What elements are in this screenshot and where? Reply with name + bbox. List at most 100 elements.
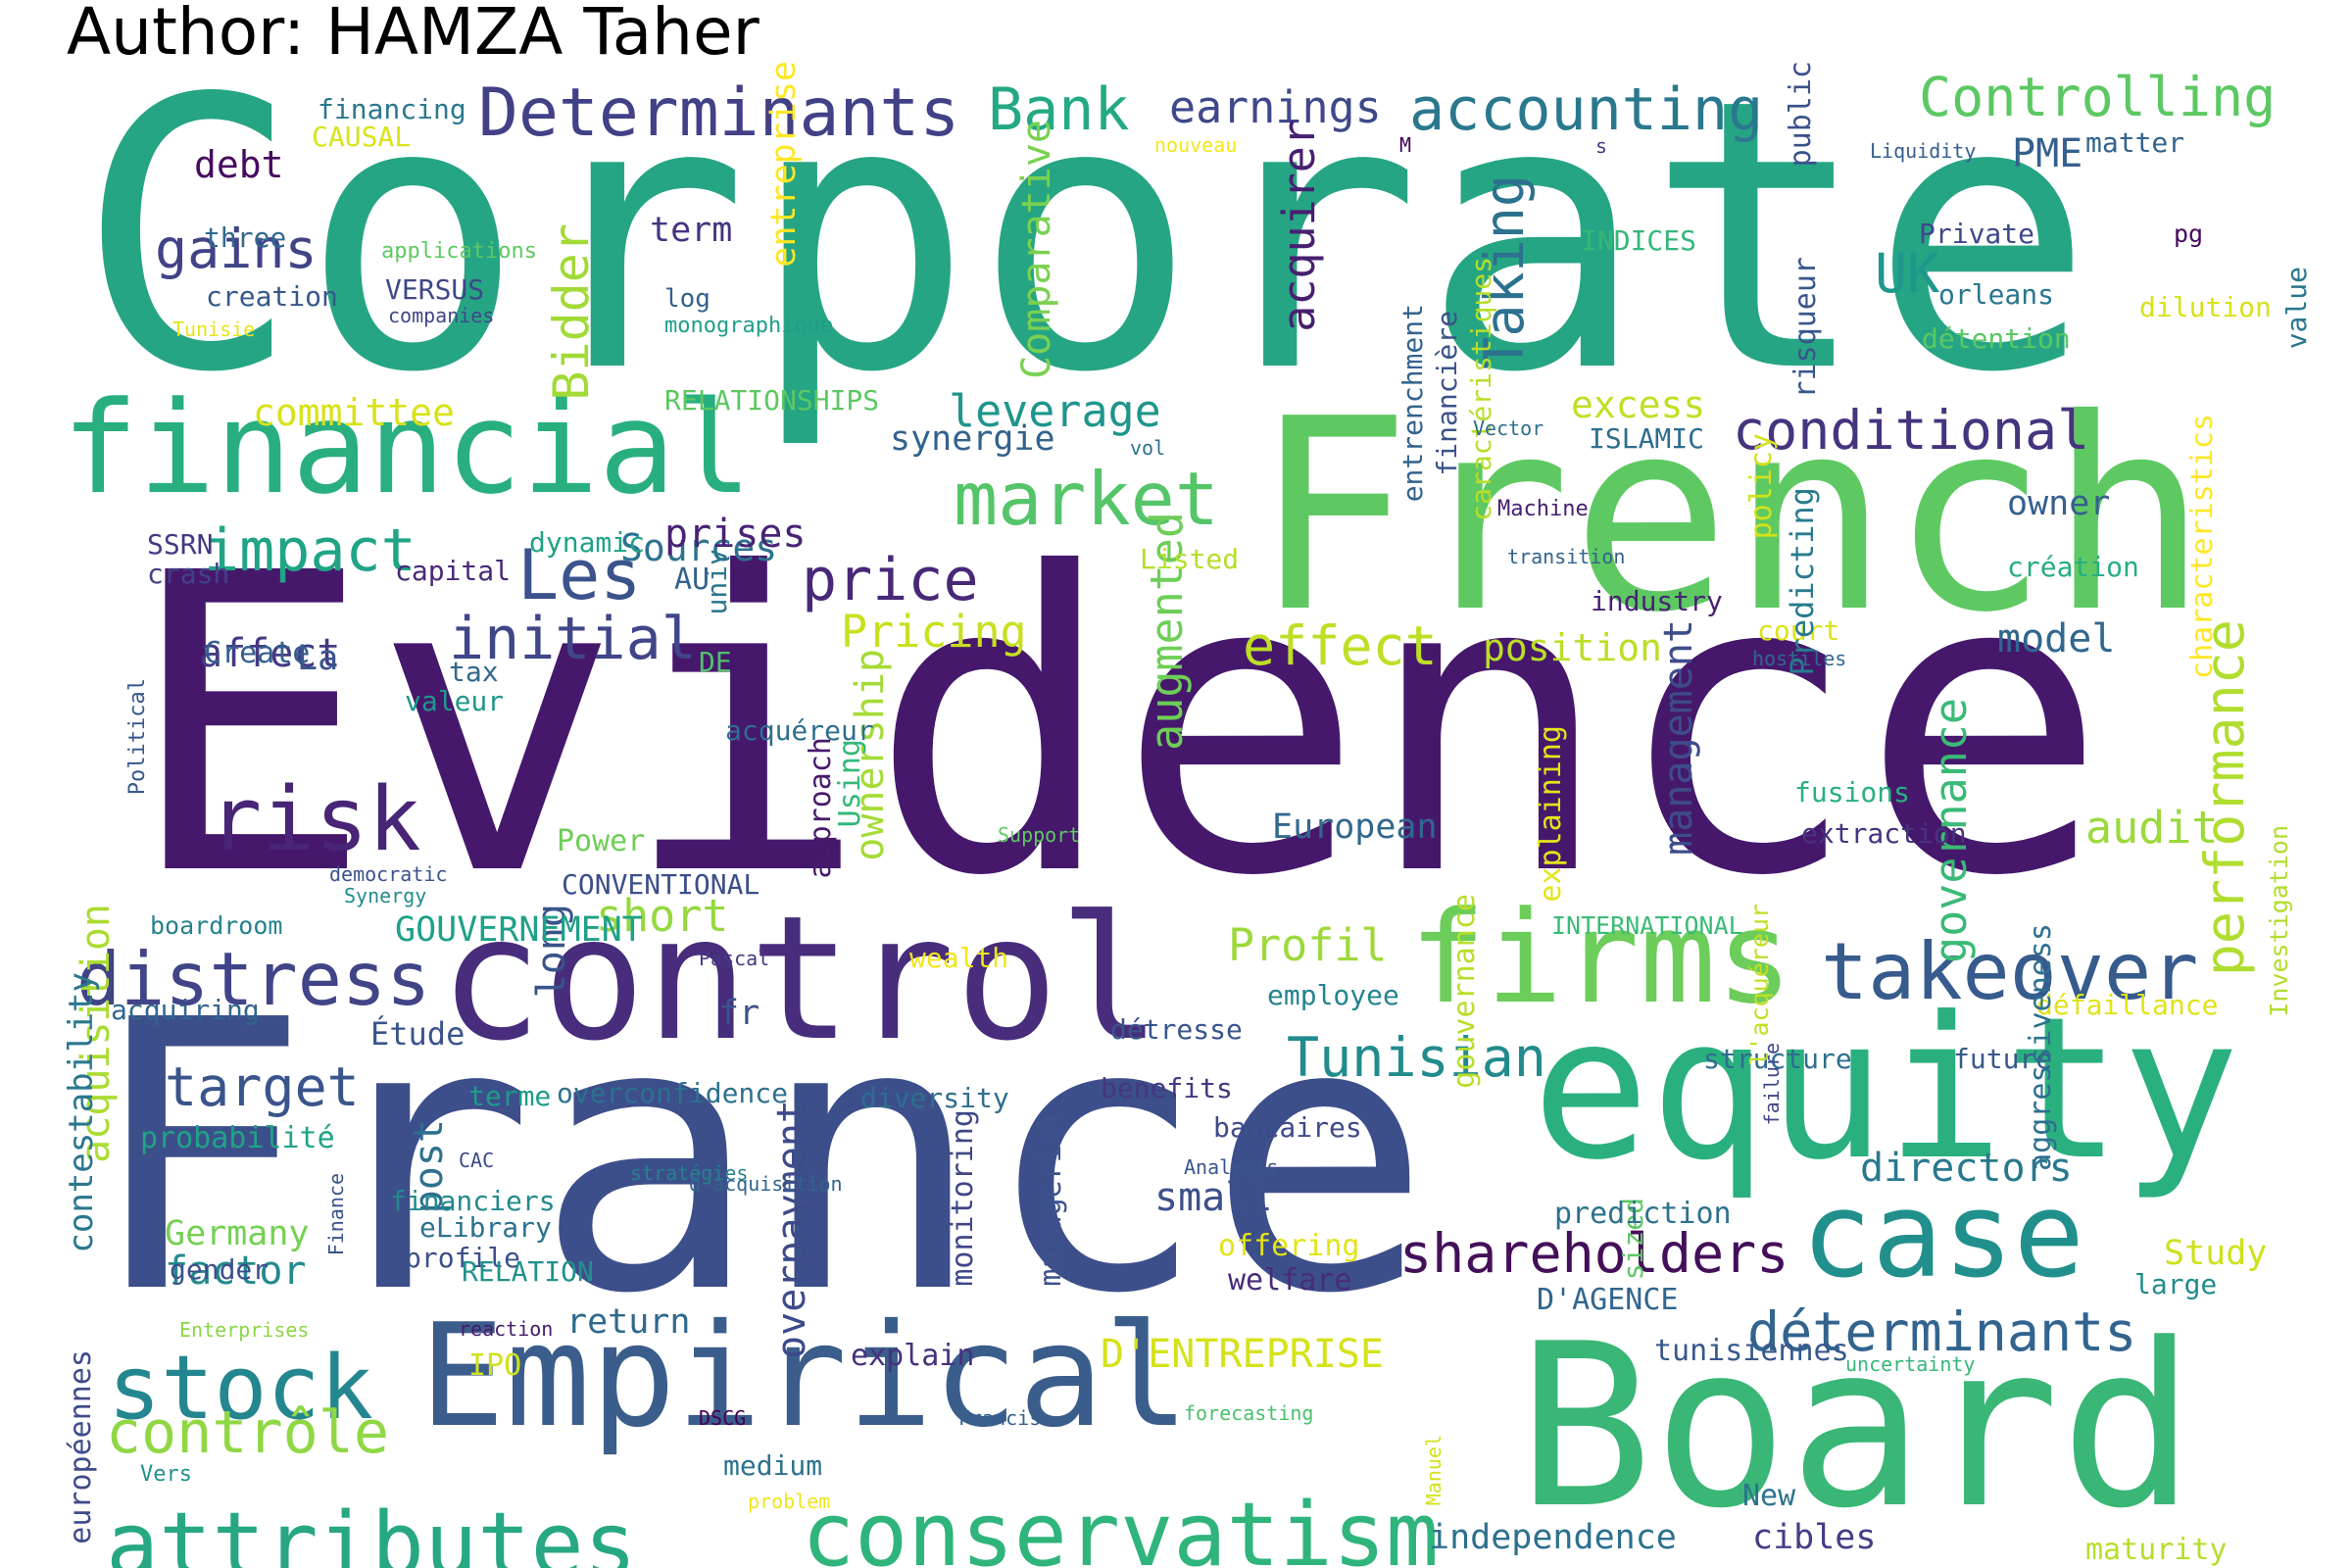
cloud-word: PME <box>2012 131 2083 176</box>
cloud-word: déterminants <box>1747 1300 2137 1363</box>
cloud-word: hostiles <box>1752 647 1847 670</box>
cloud-word: directors <box>1860 1146 2073 1191</box>
cloud-word: effect <box>1243 614 1438 677</box>
cloud-word: financial <box>62 373 753 522</box>
cloud-word: entreprise <box>764 61 804 268</box>
cloud-word: employee <box>1267 979 1399 1011</box>
cloud-word: conservatism <box>802 1484 1440 1568</box>
cloud-word: Study <box>2164 1234 2268 1273</box>
cloud-word: DSCG <box>699 1406 747 1430</box>
cloud-word: D'ENTREPRISE <box>1101 1332 1384 1377</box>
cloud-word: overpayment <box>769 1100 814 1359</box>
cloud-word: acquirer <box>1273 120 1325 332</box>
cloud-word: target <box>165 1055 360 1118</box>
cloud-word: Private <box>1919 218 2035 250</box>
cloud-word: European <box>1272 808 1438 847</box>
cloud-word: firms <box>1409 883 1793 1032</box>
cloud-word: gender <box>170 1253 270 1286</box>
cloud-word: committee <box>253 391 455 434</box>
cloud-word: Listed <box>1140 543 1240 575</box>
cloud-word: acquéreur <box>725 714 874 747</box>
cloud-word: prises <box>664 512 807 557</box>
cloud-word: gains <box>155 218 318 280</box>
cloud-word: approach <box>804 737 838 879</box>
cloud-word: gouvernance <box>1447 894 1482 1089</box>
cloud-word: Sources <box>620 526 778 569</box>
cloud-word: financing <box>318 93 466 125</box>
cloud-word: leverage <box>949 385 1161 437</box>
cloud-word: affect <box>199 631 341 676</box>
cloud-word: fr <box>718 994 760 1033</box>
cloud-word: New <box>1742 1479 1796 1513</box>
cloud-word: court <box>1757 614 1840 647</box>
cloud-word: earnings <box>1169 81 1382 133</box>
cloud-word: Tunisian <box>1287 1026 1546 1089</box>
cloud-word: impact <box>204 516 416 585</box>
cloud-word: capital <box>395 555 512 587</box>
cloud-word: prediction <box>1554 1197 1732 1231</box>
cloud-word: medium <box>723 1449 823 1482</box>
cloud-word: dilution <box>2139 291 2272 323</box>
cloud-word: Liquidity <box>1870 139 1977 163</box>
cloud-word: structure <box>1703 1043 1852 1075</box>
cloud-word: orleans <box>1938 278 2055 311</box>
cloud-word: Synergy <box>344 884 427 907</box>
cloud-word: Manuel <box>1422 1435 1446 1506</box>
cloud-word: shareholders <box>1399 1222 1789 1285</box>
cloud-word: pg <box>2174 220 2204 248</box>
cloud-word: Corporate <box>76 20 2095 454</box>
cloud-word: Comparative <box>1014 120 1059 379</box>
cloud-word: crash <box>147 558 230 590</box>
cloud-word: ISLAMIC <box>1589 422 1705 455</box>
cloud-word: offering <box>1218 1229 1360 1263</box>
cloud-word: SSRN <box>147 528 214 561</box>
cloud-word: Profil <box>1228 919 1388 971</box>
cloud-word: tunisiennes <box>1654 1334 1849 1368</box>
cloud-word: applications <box>381 239 537 264</box>
cloud-word: companies <box>388 304 495 327</box>
cloud-word: attributes <box>106 1494 637 1568</box>
cloud-word: case <box>1801 1168 2084 1304</box>
cloud-word: M <box>1399 133 1412 157</box>
cloud-word: VERSUS <box>385 273 485 306</box>
cloud-word: equity <box>1532 975 2240 1203</box>
cloud-word: risk <box>209 768 421 871</box>
cloud-word: monitoring <box>946 1109 980 1287</box>
cloud-word: Political <box>125 678 150 796</box>
cloud-word: conditional <box>1733 399 2090 462</box>
cloud-word: price <box>802 546 979 614</box>
cloud-word: Investigation <box>2265 825 2293 1017</box>
cloud-word: management <box>1656 619 1701 856</box>
cloud-word: overconfidence <box>557 1077 789 1109</box>
cloud-word: Enterprises <box>179 1318 310 1342</box>
cloud-word: wealth <box>909 942 1009 974</box>
cloud-word: Les <box>517 535 642 615</box>
cloud-word: audit <box>2085 802 2219 854</box>
cloud-word: forecasting <box>1184 1401 1314 1425</box>
cloud-word: future <box>1953 1043 2053 1075</box>
cloud-word: profile <box>405 1242 521 1274</box>
cloud-word: RELATIONSHIPS <box>664 384 880 416</box>
cloud-word: financière <box>1431 311 1463 476</box>
cloud-word: initial <box>449 605 697 673</box>
cloud-word: détention <box>1922 322 2071 355</box>
cloud-word: extraction <box>1801 817 1967 850</box>
cloud-word: nouveau <box>1154 133 1238 157</box>
cloud-word: risqueur <box>1788 257 1823 399</box>
cloud-word: stock <box>108 1337 373 1440</box>
cloud-word: independence <box>1429 1518 1677 1557</box>
cloud-word: Using <box>833 739 867 828</box>
cloud-word: Francis <box>958 1406 1042 1430</box>
cloud-word: Finance <box>324 1173 348 1256</box>
cloud-word: l'acquéreur <box>1745 904 1774 1066</box>
cloud-word: characteristics <box>2185 414 2220 679</box>
cloud-word: Create <box>204 636 311 670</box>
cloud-word: matter <box>2085 126 2185 159</box>
cloud-word: contrôle <box>106 1398 389 1467</box>
cloud-word: européennes <box>64 1349 98 1544</box>
cloud-word: factor <box>165 1249 307 1294</box>
cloud-word: policy <box>1744 433 1779 540</box>
cloud-word: création <box>2007 551 2139 583</box>
cloud-word: transition <box>1507 545 1626 568</box>
cloud-word: cibles <box>1752 1518 1877 1557</box>
